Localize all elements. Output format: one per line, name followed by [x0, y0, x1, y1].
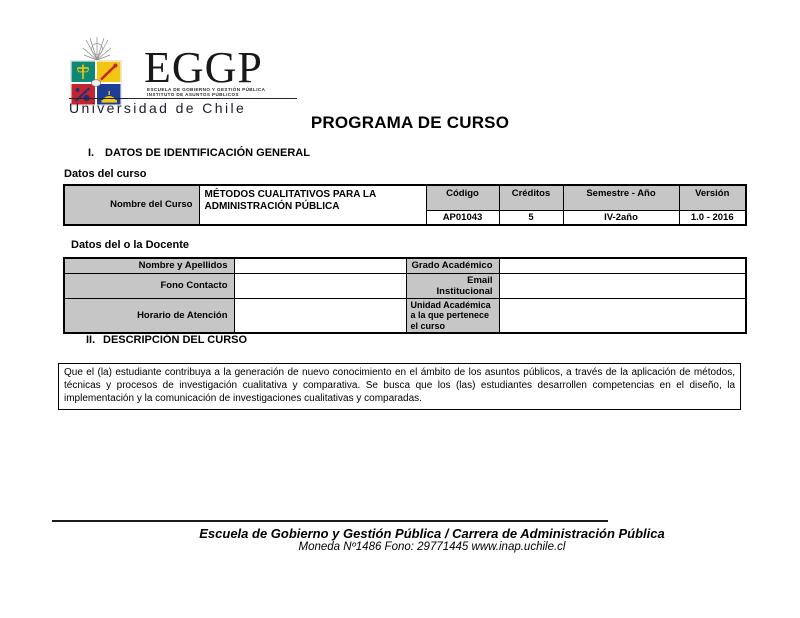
docente-table-label: Datos del o la Docente	[71, 239, 189, 251]
university-logo: EGGP ESCUELA DE GOBIERNO Y GESTIÓN PÚBLI…	[68, 34, 308, 116]
curso-nombre-value: MÉTODOS CUALITATIVOS PARA LA ADMINISTRAC…	[198, 184, 427, 225]
curso-value-version: 1.0 - 2016	[678, 209, 747, 225]
curso-header-semestre: Semestre - Año	[562, 184, 680, 211]
docente-unidad-value	[498, 297, 747, 334]
docente-nombre-label: Nombre y Apellidos	[63, 257, 235, 274]
section-1-title: DATOS DE IDENTIFICACIÓN GENERAL	[105, 147, 310, 159]
docente-nombre-value	[233, 257, 407, 274]
curso-value-codigo: AP01043	[425, 209, 500, 225]
docente-email-value	[498, 272, 747, 299]
logo-divider	[69, 98, 297, 99]
logo-subtitle-line1: ESCUELA DE GOBIERNO Y GESTIÓN PÚBLICA	[147, 87, 266, 92]
course-description-box: Que el (la) estudiante contribuya a la g…	[58, 363, 741, 410]
docente-fono-label: Fono Contacto	[63, 272, 235, 299]
docente-email-label: Email Institucional	[405, 272, 500, 299]
docente-grado-label: Grado Académico	[405, 257, 500, 274]
footer-school-line: Escuela de Gobierno y Gestión Pública / …	[199, 526, 665, 541]
docente-grado-value	[498, 257, 747, 274]
section-2-heading: II. DESCRIPCIÓN DEL CURSO	[86, 334, 247, 346]
logo-acronym: EGGP	[144, 43, 263, 92]
logo-subtitle: ESCUELA DE GOBIERNO Y GESTIÓN PÚBLICA IN…	[147, 87, 297, 98]
condor-starburst-icon	[82, 37, 112, 61]
section-1-number: I.	[88, 147, 95, 159]
footer-rule	[52, 520, 608, 522]
curso-table: Nombre del Curso MÉTODOS CUALITATIVOS PA…	[63, 184, 747, 226]
curso-nombre-label: Nombre del Curso	[63, 184, 200, 225]
docente-horario-label: Horario de Atención	[63, 297, 235, 334]
docente-horario-value	[233, 297, 407, 334]
curso-value-semestre: IV-2año	[562, 209, 680, 225]
footer-contact-line: Moneda Nº1486 Fono: 29771445 www.inap.uc…	[298, 541, 566, 553]
curso-header-codigo: Código	[425, 184, 500, 211]
page-title: PROGRAMA DE CURSO	[310, 113, 510, 132]
section-2-title: DESCRIPCIÓN DEL CURSO	[103, 334, 248, 346]
university-name: Universidad de Chile	[69, 100, 247, 116]
docente-fono-value	[233, 272, 407, 299]
logo-subtitle-line2: INSTITUTO DE ASUNTOS PÚBLICOS	[147, 92, 239, 98]
curso-table-label: Datos del curso	[64, 168, 147, 180]
section-1-heading: I. DATOS DE IDENTIFICACIÓN GENERAL	[88, 147, 310, 159]
section-2-number: II.	[86, 334, 96, 346]
curso-header-creditos: Créditos	[498, 184, 564, 211]
curso-value-creditos: 5	[498, 209, 564, 225]
docente-unidad-label: Unidad Académica a la que pertenece el c…	[405, 297, 500, 334]
docente-table: Nombre y Apellidos Grado Académico Fono …	[63, 257, 747, 334]
curso-header-version: Versión	[678, 184, 747, 211]
